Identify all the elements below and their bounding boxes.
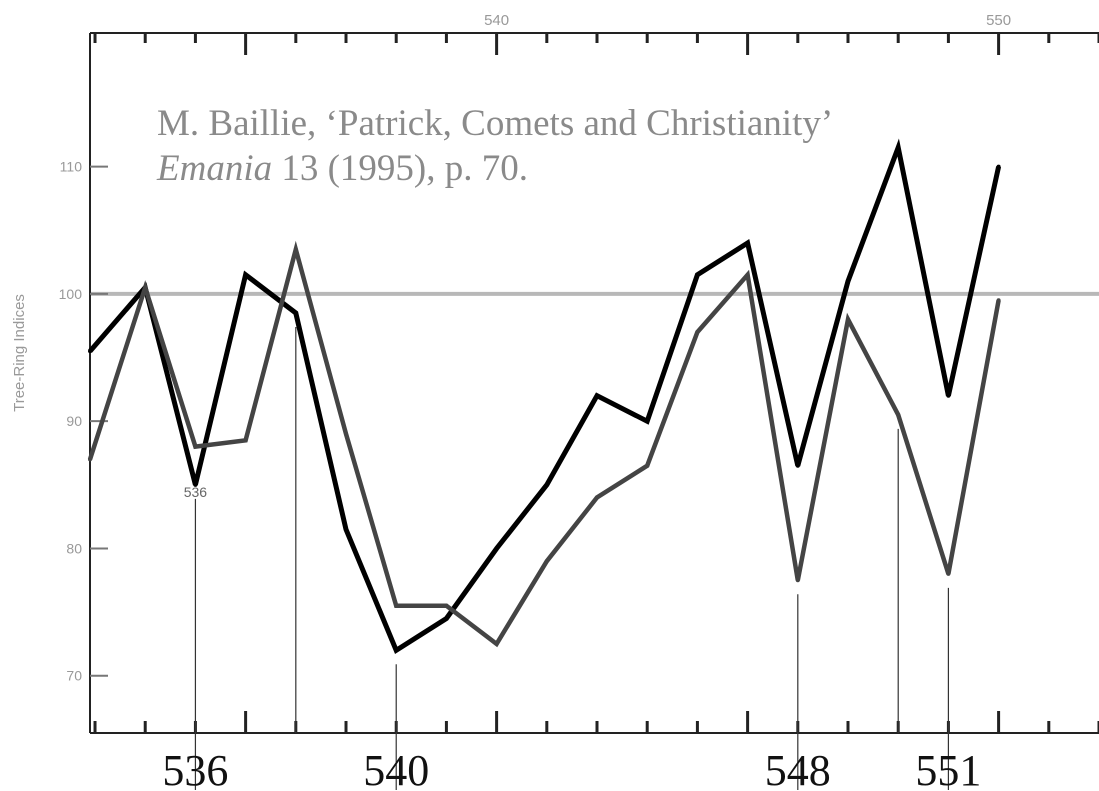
event-marker-label: 540 — [363, 746, 429, 791]
series-1-point — [695, 272, 700, 277]
annotation-citation: 13 (1995), p. 70. — [272, 148, 528, 189]
y-tick-label: 70 — [66, 668, 82, 684]
series-2-point — [544, 559, 549, 564]
series-1-point — [193, 482, 198, 487]
series-2-point — [193, 444, 198, 449]
series-1-point — [645, 419, 650, 424]
annotation-line-2: Emania 13 (1995), p. 70. — [156, 148, 528, 189]
y-tick-label: 90 — [66, 413, 82, 429]
series-2-point — [595, 495, 600, 500]
series-1-point — [494, 546, 499, 551]
series-2-point — [444, 603, 449, 608]
series-1-point — [243, 272, 248, 277]
series-2-point — [344, 431, 349, 436]
event-marker-label: 548 — [765, 746, 831, 791]
series-1-point — [293, 311, 298, 315]
series-1-point — [745, 241, 750, 245]
series-1-point — [996, 164, 1001, 169]
series-2-point — [896, 412, 901, 417]
series-2-point — [243, 438, 248, 443]
y-tick-label: 100 — [59, 286, 83, 302]
y-tick-label: 80 — [66, 540, 82, 556]
series-1-point — [946, 393, 951, 398]
series-line-2 — [87, 240, 1001, 648]
event-marker-label: 551 — [915, 746, 981, 791]
top-tick-label: 550 — [986, 12, 1011, 29]
series-1-point — [846, 279, 851, 284]
series-2-point — [745, 272, 750, 277]
series-2-point — [795, 578, 800, 583]
series-2-point — [494, 641, 499, 646]
top-tick-label: 540 — [484, 12, 509, 29]
series-line-1 — [88, 138, 1002, 655]
series-2-point — [846, 317, 851, 322]
series-1-point — [88, 349, 92, 354]
series-2-point — [946, 571, 951, 576]
series-1-point — [544, 482, 549, 487]
series-1-point — [444, 616, 449, 621]
event-marker-small-label: 536 — [184, 484, 208, 500]
series-2-point — [996, 298, 1001, 303]
series-2-point — [293, 247, 298, 252]
series-1-point — [795, 463, 800, 468]
series-1-point — [896, 145, 901, 150]
series-1-point — [394, 648, 399, 653]
series-1-point — [595, 393, 600, 398]
series-2-point — [394, 603, 399, 608]
annotation-line-1: M. Baillie, ‘Patrick, Comets and Christi… — [157, 103, 833, 144]
y-tick-label: 110 — [60, 159, 83, 175]
series-2-point — [645, 463, 650, 468]
annotation-journal-title: Emania — [156, 148, 272, 189]
series-2-point — [88, 457, 92, 462]
series-2-point — [143, 285, 148, 290]
event-marker-label: 536 — [162, 746, 228, 791]
y-axis-label: Tree-Ring Indices — [11, 294, 28, 412]
series-1-point — [344, 527, 349, 532]
series-2-point — [695, 330, 700, 335]
